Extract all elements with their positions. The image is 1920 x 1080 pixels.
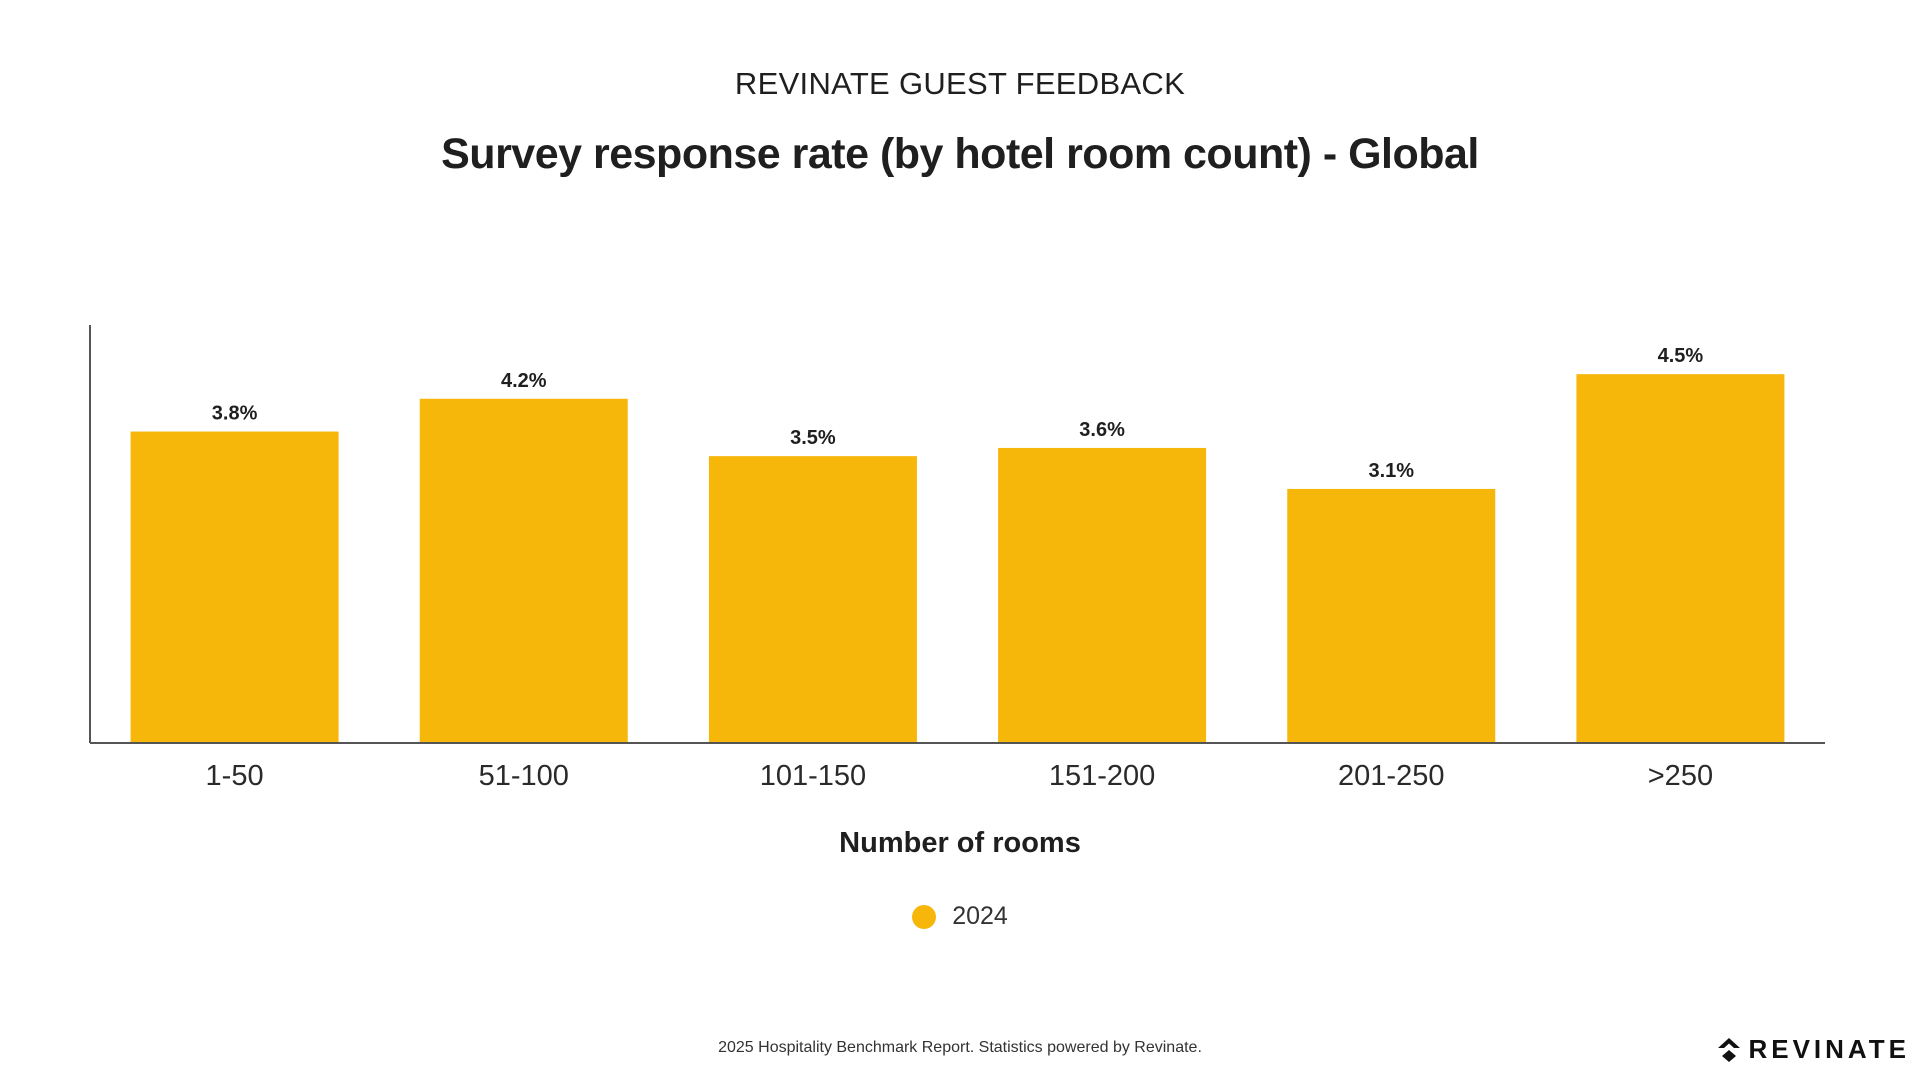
footer-credit: 2025 Hospitality Benchmark Report. Stati… (718, 1039, 1202, 1056)
data-label-201-250: 3.1% (1368, 460, 1414, 482)
legend-swatch-2024 (912, 904, 937, 929)
data-label-51-100: 4.2% (501, 370, 547, 392)
chart-legend: 2024 (0, 902, 1920, 931)
x-tick-label->250: >250 (1648, 760, 1713, 792)
bar-1-50 (130, 431, 339, 743)
x-tick-label-51-100: 51-100 (479, 760, 569, 792)
logo-wordmark: REVINATE (1748, 1034, 1910, 1064)
x-tick-label-151-200: 151-200 (1049, 760, 1155, 792)
data-label->250: 4.5% (1658, 345, 1704, 367)
bar-201-250 (1287, 488, 1496, 743)
x-tick-label-101-150: 101-150 (760, 760, 866, 792)
legend-label-2024: 2024 (952, 902, 1008, 930)
data-label-1-50: 3.8% (212, 403, 258, 425)
chart-title: Survey response rate (by hotel room coun… (441, 130, 1479, 178)
x-axis-label: Number of rooms (839, 827, 1081, 859)
data-label-101-150: 3.5% (790, 427, 836, 449)
bar->250 (1576, 374, 1785, 743)
bar-101-150 (708, 456, 917, 743)
x-tick-label-201-250: 201-250 (1338, 760, 1444, 792)
revinate-logo-icon (1718, 1037, 1741, 1062)
x-tick-label-1-50: 1-50 (206, 760, 264, 792)
bar-51-100 (419, 398, 628, 743)
report-supertitle: REVINATE GUEST FEEDBACK (734, 66, 1186, 101)
data-label-151-200: 3.6% (1079, 419, 1125, 441)
bar-151-200 (998, 447, 1207, 743)
revinate-logo: REVINATE (1718, 1034, 1910, 1065)
